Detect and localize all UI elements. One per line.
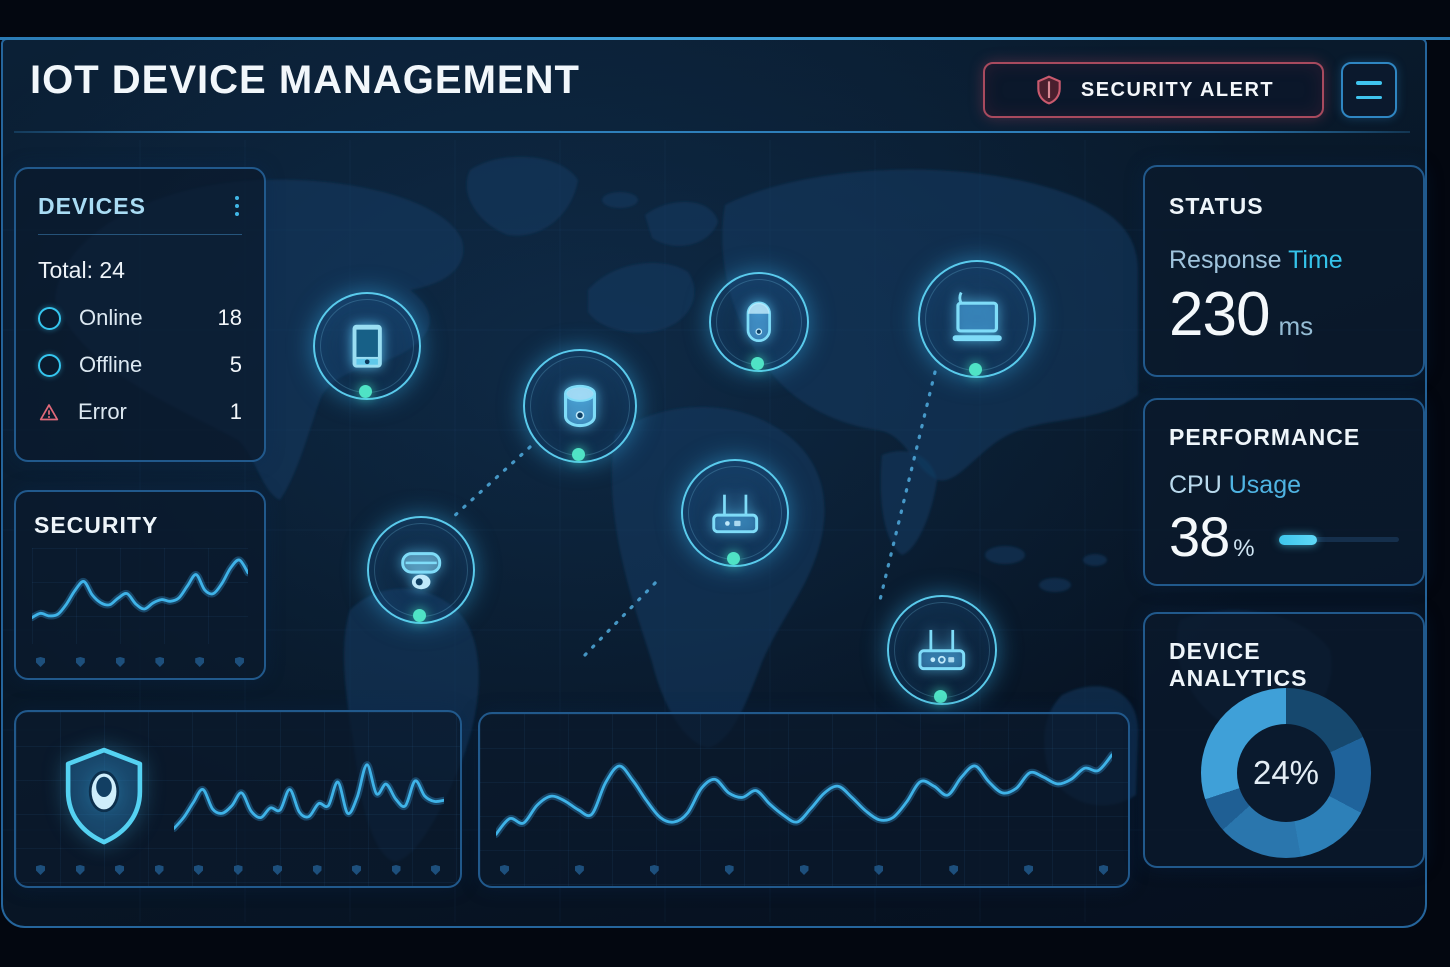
- devices-panel-title: DEVICES: [38, 193, 146, 219]
- cpu-progress-bar: [1278, 534, 1399, 545]
- security-panel-title: SECURITY: [34, 512, 159, 538]
- donut-center-label: 24%: [1252, 754, 1320, 791]
- shield-alert-icon: [1033, 73, 1065, 107]
- security-panel: SECURITY: [14, 490, 266, 680]
- device-marker-router-icon[interactable]: [681, 459, 789, 567]
- device-marker-router2-icon[interactable]: [887, 595, 997, 705]
- status-panel-title: STATUS: [1169, 193, 1264, 219]
- kebab-menu-icon[interactable]: [232, 193, 242, 219]
- device-marker-speaker-icon[interactable]: [709, 272, 809, 372]
- device-location-dot: [933, 690, 947, 703]
- status-panel: STATUS Response Time 230 ms: [1143, 165, 1425, 377]
- connection-links: [450, 370, 937, 657]
- hamburger-menu-icon: [1356, 81, 1382, 99]
- device-status-row-error[interactable]: Error 1: [38, 399, 242, 425]
- security-shield-icon: [58, 742, 150, 852]
- cpu-progress-fill: [1278, 534, 1318, 545]
- device-location-dot: [571, 448, 585, 461]
- warning-triangle-icon: [38, 402, 60, 423]
- device-marker-tablet-icon[interactable]: [313, 292, 421, 400]
- security-activity-chart: [174, 736, 444, 854]
- device-marker-storage-icon[interactable]: [523, 349, 637, 463]
- cpu-usage-label: CPU Usage: [1169, 471, 1302, 499]
- device-analytics-panel: DEVICE ANALYTICS 24%: [1143, 612, 1425, 868]
- page-title: IOT DEVICE MANAGEMENT: [30, 58, 580, 102]
- header-divider: [14, 131, 1410, 133]
- top-accent-line: [0, 37, 1450, 40]
- security-chart: [32, 548, 248, 644]
- performance-panel: PERFORMANCE CPU Usage 38 %: [1143, 398, 1425, 586]
- device-location-dot: [968, 363, 982, 376]
- response-time-value: 230 ms: [1169, 280, 1314, 349]
- device-status-row-online[interactable]: Online 18: [38, 305, 242, 331]
- security-activity-panel: [14, 710, 462, 888]
- network-activity-ticks: [500, 865, 1108, 875]
- status-circle-icon: [38, 306, 61, 330]
- menu-button[interactable]: [1341, 62, 1397, 118]
- network-activity-chart: [496, 732, 1112, 854]
- devices-panel: DEVICES Total: 24 Online 18 Offline 5: [14, 167, 266, 462]
- network-activity-panel: [478, 712, 1130, 888]
- devices-total: Total: 24: [38, 257, 125, 283]
- cpu-usage-value: 38 %: [1169, 505, 1255, 568]
- security-activity-ticks: [36, 865, 440, 875]
- performance-panel-title: PERFORMANCE: [1169, 424, 1361, 450]
- device-marker-camera-icon[interactable]: [367, 516, 475, 624]
- devices-panel-divider: [38, 234, 242, 235]
- device-status-row-offline[interactable]: Offline 5: [38, 352, 242, 378]
- device-location-dot: [750, 357, 764, 370]
- device-marker-laptop-icon[interactable]: [918, 260, 1036, 378]
- device-location-dot: [358, 385, 372, 398]
- device-location-dot: [412, 609, 426, 622]
- security-alert-label: SECURITY ALERT: [1080, 78, 1275, 101]
- device-analytics-donut: 24%: [1201, 688, 1371, 858]
- status-circle-icon: [38, 353, 61, 377]
- response-time-label: Response Time: [1169, 246, 1343, 274]
- analytics-panel-title: DEVICE ANALYTICS: [1169, 638, 1308, 691]
- security-chart-ticks: [36, 657, 244, 667]
- security-alert-button[interactable]: SECURITY ALERT: [983, 62, 1324, 118]
- device-location-dot: [726, 552, 740, 565]
